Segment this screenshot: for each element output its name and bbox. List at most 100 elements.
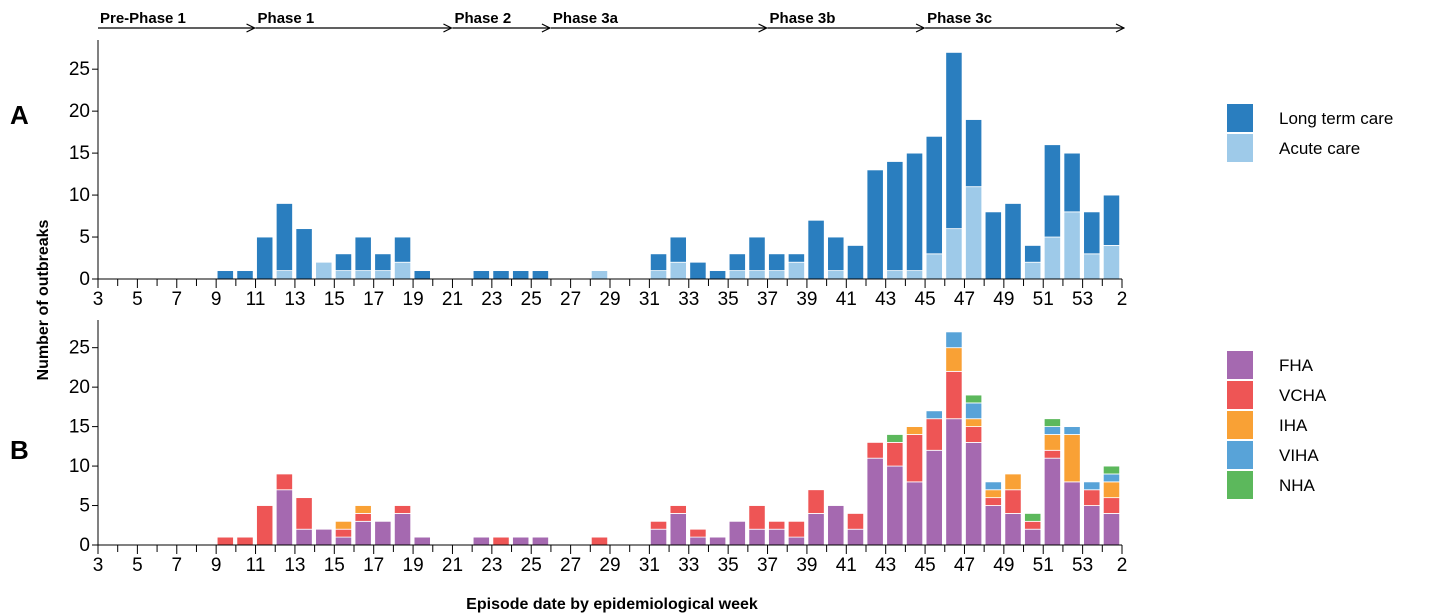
bar-b-vcha-53	[1083, 489, 1101, 506]
bar-b-fha-14	[315, 528, 333, 546]
bar-b-vcha-44	[905, 434, 924, 483]
bar-b-fha-48	[984, 505, 1002, 546]
bar-b-fha-36	[748, 528, 766, 546]
bar-b-fha-17	[374, 520, 392, 546]
bar-b-vcha-13	[295, 497, 313, 530]
bar-b-fha-38	[787, 536, 805, 546]
bar-b-fha-12	[275, 489, 293, 546]
phase-label-2: Phase 1	[258, 10, 315, 27]
bar-a-long-term-care-25	[531, 270, 549, 280]
bar-a-long-term-care-50	[1024, 245, 1042, 263]
x-tick-label-b-3: 3	[93, 555, 104, 576]
bar-b-vcha-39	[807, 489, 825, 514]
bar-a-long-term-care-22	[472, 270, 490, 280]
bar-b-fha-19	[413, 536, 431, 546]
bar-b-vcha-9	[216, 536, 234, 546]
y-tick-label-a-5: 5	[79, 227, 90, 248]
x-tick-label-b-49: 49	[993, 555, 1014, 576]
bar-a-long-term-care-18	[393, 236, 412, 263]
bar-b-vcha-51	[1043, 449, 1061, 459]
legend-label-fha: FHA	[1279, 356, 1314, 375]
bar-b-vcha-48	[984, 497, 1002, 506]
y-tick-label-a-0: 0	[79, 269, 90, 290]
x-tick-label-a-37: 37	[757, 289, 778, 310]
y-tick-label-a-10: 10	[69, 185, 90, 206]
bar-a-long-term-care-52	[1063, 152, 1081, 213]
bar-a-long-term-care-24	[512, 270, 530, 280]
bar-b-fha-39	[807, 513, 825, 546]
bar-b-viha-1	[1102, 473, 1121, 483]
y-axis-title: Number of outbreaks	[35, 219, 52, 380]
bar-a-long-term-care-35	[728, 253, 746, 272]
bar-b-vcha-45	[925, 418, 943, 451]
bar-a-long-term-care-34	[709, 270, 727, 280]
bar-b-vcha-32	[669, 505, 687, 514]
panel-a-letter: A	[10, 100, 29, 130]
bar-b-fha-34	[709, 536, 727, 546]
bar-a-long-term-care-48	[984, 211, 1002, 280]
bar-b-vcha-38	[787, 520, 805, 538]
x-tick-label-a-23: 23	[481, 289, 502, 310]
panel-b-letter: B	[10, 435, 29, 465]
bar-a-acute-care-40	[827, 270, 845, 280]
bar-a-acute-care-52	[1063, 211, 1081, 280]
x-tick-label-a-35: 35	[718, 289, 739, 310]
bar-a-long-term-care-12	[275, 203, 293, 272]
x-tick-label-b-39: 39	[796, 555, 817, 576]
x-tick-label-b-53: 53	[1072, 555, 1093, 576]
bar-b-fha-32	[669, 513, 687, 546]
x-tick-label-a-5: 5	[132, 289, 143, 310]
bar-b-viha-48	[984, 481, 1002, 491]
bar-a-long-term-care-32	[669, 236, 687, 263]
x-tick-label-b-41: 41	[836, 555, 857, 576]
x-tick-label-a-53: 53	[1072, 289, 1093, 310]
bar-a-acute-care-46	[945, 228, 963, 280]
bar-b-vcha-47	[965, 426, 983, 443]
legend-label-long-term-care: Long term care	[1279, 109, 1393, 128]
bar-a-long-term-care-51	[1043, 144, 1061, 238]
bar-a-acute-care-17	[374, 270, 392, 280]
bar-b-fha-42	[866, 457, 884, 546]
x-tick-label-a-47: 47	[954, 289, 975, 310]
x-tick-label-a-9: 9	[211, 289, 222, 310]
y-tick-label-a-20: 20	[69, 101, 90, 122]
x-tick-label-a-39: 39	[796, 289, 817, 310]
bar-a-acute-care-15	[334, 270, 353, 280]
bar-a-long-term-care-10	[236, 270, 254, 280]
x-tick-label-a-31: 31	[639, 289, 660, 310]
x-tick-label-a-45: 45	[915, 289, 936, 310]
x-axis-title: Episode date by epidemiological week	[466, 596, 758, 613]
bar-a-long-term-care-9	[216, 270, 234, 280]
x-tick-label-b-35: 35	[718, 555, 739, 576]
bar-a-long-term-care-23	[492, 270, 510, 280]
bar-b-viha-46	[945, 331, 963, 349]
bar-b-fha-33	[689, 536, 707, 546]
legend-label-viha: VIHA	[1279, 446, 1319, 465]
legend-swatch-nha	[1227, 471, 1253, 499]
bar-b-fha-49	[1004, 513, 1022, 546]
bar-b-fha-37	[768, 528, 786, 546]
bar-a-long-term-care-13	[295, 228, 313, 280]
x-tick-label-a-7: 7	[171, 289, 182, 310]
legend-swatch-fha	[1227, 351, 1253, 379]
bar-a-long-term-care-45	[925, 135, 943, 255]
bar-a-long-term-care-33	[689, 261, 707, 280]
y-tick-label-b-15: 15	[69, 417, 90, 438]
bar-b-vcha-18	[393, 505, 412, 514]
legend-label-vcha: VCHA	[1279, 386, 1327, 405]
bar-b-fha-24	[512, 536, 530, 546]
bar-b-iha-1	[1102, 481, 1121, 499]
x-tick-label-a-33: 33	[678, 289, 699, 310]
bar-b-fha-47	[965, 441, 983, 546]
bar-b-viha-53	[1083, 481, 1101, 491]
x-tick-label-b-2: 2	[1117, 555, 1128, 576]
bar-b-fha-43	[886, 465, 904, 546]
bar-b-vcha-49	[1004, 489, 1022, 514]
x-tick-label-a-15: 15	[324, 289, 345, 310]
bar-a-acute-care-14	[315, 261, 333, 280]
bar-b-nha-51	[1043, 418, 1061, 427]
x-tick-label-a-19: 19	[403, 289, 424, 310]
bar-a-acute-care-32	[669, 261, 687, 280]
x-tick-label-b-31: 31	[639, 555, 660, 576]
